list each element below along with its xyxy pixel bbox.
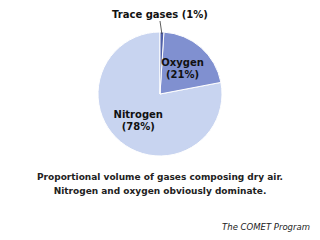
caption: Proportional volume of gases composing d… bbox=[37, 172, 283, 182]
slice-label: Nitrogen(78%) bbox=[114, 109, 163, 132]
chart-svg: Nitrogen(78%) Oxygen(21%) Trace gases (1%)… bbox=[0, 0, 320, 240]
annotations: Proportional volume of gases composing d… bbox=[37, 172, 310, 232]
slice-label: Trace gases (1%) bbox=[112, 9, 208, 20]
chart-container: Nitrogen(78%) Oxygen(21%) Trace gases (1%)… bbox=[0, 0, 320, 240]
pie-slice bbox=[160, 32, 221, 94]
labels: Nitrogen(78%) Oxygen(21%) Trace gases (1%) bbox=[112, 9, 208, 132]
slice-label: Oxygen(21%) bbox=[161, 57, 204, 80]
credit: The COMET Program bbox=[222, 222, 310, 232]
leader-line bbox=[160, 21, 162, 34]
pie-slice bbox=[98, 32, 222, 156]
slices bbox=[98, 32, 222, 156]
caption: Nitrogen and oxygen obviously dominate. bbox=[54, 186, 267, 196]
